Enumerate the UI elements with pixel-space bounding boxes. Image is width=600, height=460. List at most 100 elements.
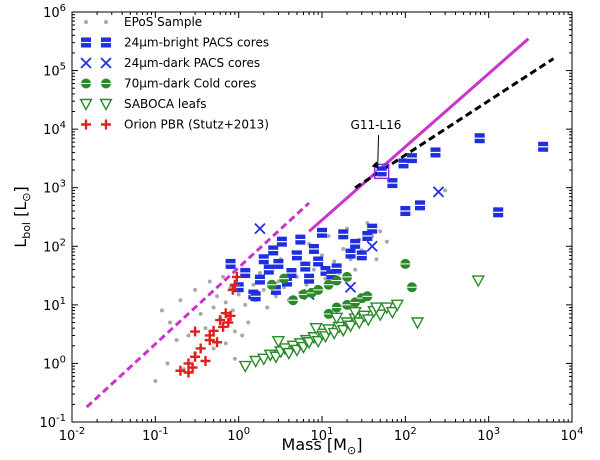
data-point — [282, 347, 296, 361]
data-point — [300, 261, 311, 272]
legend-marker — [79, 98, 93, 111]
y-tick-label: 106 — [43, 3, 66, 21]
data-point — [251, 282, 256, 287]
data-point — [432, 186, 445, 198]
data-point — [398, 158, 409, 169]
y-tick-label: 101 — [43, 296, 66, 314]
legend-label: Orion PBR (Stutz+2013) — [124, 118, 269, 132]
data-point — [268, 245, 279, 256]
data-point — [353, 267, 358, 272]
data-point — [311, 267, 316, 272]
data-point — [257, 270, 262, 275]
legend-item: 24μm-dark PACS cores — [80, 56, 260, 70]
legend-marker — [81, 119, 91, 130]
data-point — [366, 240, 378, 252]
annotation-label: G11-L16 — [351, 118, 402, 132]
data-point — [373, 309, 387, 322]
line-magenta-dashed — [85, 201, 311, 409]
data-point — [390, 299, 404, 312]
annotation-arrow — [377, 135, 380, 168]
data-point — [332, 259, 337, 264]
data-point — [232, 329, 237, 334]
data-point — [356, 250, 367, 261]
data-point — [376, 166, 387, 177]
data-point — [331, 302, 342, 313]
data-point — [304, 273, 315, 284]
data-point — [263, 264, 274, 275]
highlight-box — [373, 163, 390, 180]
data-point — [168, 320, 173, 325]
legend-marker — [100, 57, 112, 69]
data-point — [254, 223, 266, 235]
series-epos-sample — [153, 188, 448, 384]
data-point — [204, 330, 215, 341]
y-tick-label: 102 — [43, 237, 66, 255]
data-point — [341, 246, 346, 251]
data-point — [258, 254, 269, 265]
x-tick-label: 103 — [477, 426, 500, 444]
data-point — [153, 379, 158, 384]
data-point — [374, 257, 379, 262]
data-point — [313, 284, 324, 295]
model-lines — [85, 37, 555, 409]
data-point — [215, 294, 220, 299]
annotation: G11-L16 — [351, 118, 402, 180]
legend-marker — [101, 37, 111, 48]
legend-marker — [101, 119, 111, 130]
x-tick-label: 104 — [561, 426, 584, 444]
data-point — [415, 200, 426, 211]
data-point — [362, 230, 373, 241]
x-tick-label: 10-1 — [142, 426, 169, 444]
data-point — [286, 267, 297, 278]
data-point — [261, 287, 266, 292]
data-point — [400, 206, 411, 217]
data-point — [193, 287, 198, 292]
data-point — [271, 335, 286, 349]
data-point — [538, 141, 549, 152]
data-point — [175, 365, 186, 376]
legend-item: EPoS Sample — [84, 15, 202, 29]
data-point — [384, 239, 389, 244]
x-tick-label: 100 — [227, 426, 250, 444]
data-point — [338, 229, 349, 240]
data-point — [331, 275, 342, 286]
data-point — [178, 298, 183, 303]
legend-marker — [80, 57, 92, 69]
y-tick-label: 105 — [43, 62, 66, 80]
data-point — [186, 333, 191, 338]
data-point — [336, 324, 350, 338]
data-point — [240, 267, 251, 278]
data-point — [350, 238, 361, 249]
data-point — [223, 317, 234, 328]
data-point — [331, 263, 342, 274]
data-point — [387, 178, 398, 189]
legend-label: 24μm-dark PACS cores — [124, 56, 260, 70]
data-point — [298, 289, 309, 300]
y-tick-label: 100 — [43, 354, 66, 372]
data-point — [320, 253, 324, 258]
data-point — [212, 337, 223, 348]
data-point — [215, 315, 226, 326]
series-24-m-bright-pacs-cores — [225, 133, 549, 302]
data-point — [200, 356, 211, 367]
legend-label: EPoS Sample — [124, 15, 202, 29]
data-point — [323, 276, 328, 281]
y-tick-label: 104 — [43, 120, 66, 138]
data-point — [317, 227, 327, 238]
data-point — [257, 353, 271, 366]
legend-marker — [81, 37, 91, 48]
x-axis-label: Mass [M⊙] — [282, 435, 363, 457]
data-point — [369, 302, 384, 315]
data-point — [223, 341, 228, 346]
data-point — [343, 320, 358, 333]
data-point — [326, 269, 337, 280]
data-point — [276, 236, 287, 247]
data-point — [311, 335, 325, 349]
y-tick-label: 103 — [43, 179, 66, 197]
data-point — [211, 346, 216, 351]
data-point — [240, 333, 245, 338]
data-point — [211, 305, 216, 310]
data-point — [493, 207, 504, 218]
data-point — [203, 326, 208, 331]
data-point — [221, 274, 226, 279]
